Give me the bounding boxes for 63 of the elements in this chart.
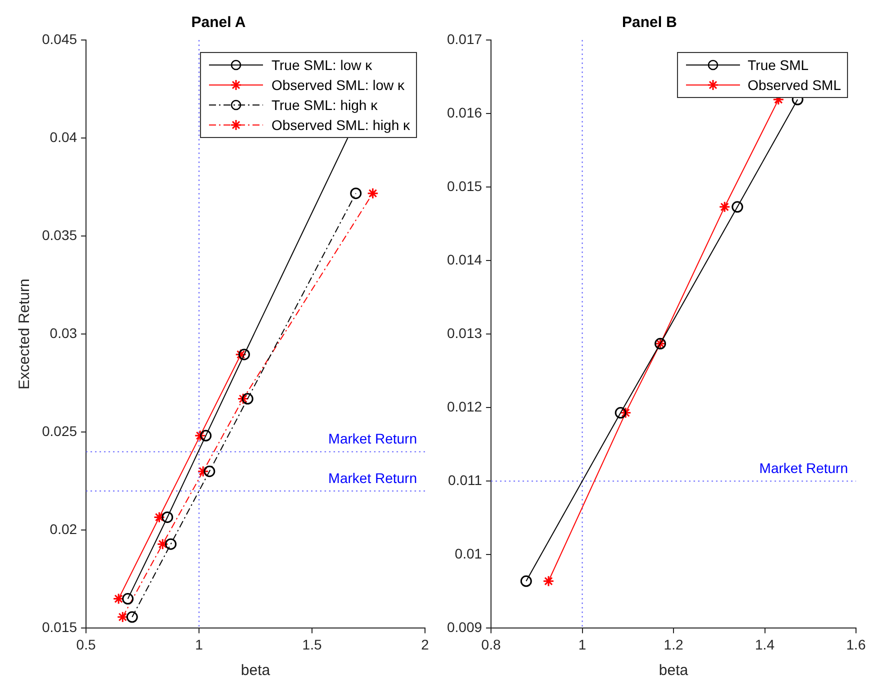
point [620, 407, 632, 419]
point [238, 348, 250, 360]
y-tick-label: 0.025 [42, 422, 78, 439]
y-tick-label: 0.015 [42, 619, 78, 636]
x-axis-title: beta [658, 662, 689, 680]
y-tick-label: 0.015 [446, 178, 482, 194]
chart-title: Panel B [622, 14, 678, 32]
legend-label: Observed SML: low κ [271, 76, 405, 95]
x-tick-label: 1 [578, 636, 586, 652]
point [542, 575, 554, 587]
y-tick-label: 0.02 [50, 521, 78, 538]
point [235, 348, 247, 360]
legend-label: Observed SML [748, 76, 841, 95]
y-tick-label: 0.012 [446, 398, 482, 414]
y-tick-label: 0.016 [446, 104, 482, 120]
point [614, 407, 626, 419]
legend-label: True SML: high κ [271, 96, 378, 115]
y-axis-title: Excected Return [16, 278, 34, 390]
y-tick-label: 0.014 [446, 251, 482, 268]
y-tick-label: 0.013 [446, 324, 482, 341]
x-tick-label: 2 [421, 636, 430, 652]
point [122, 593, 134, 605]
point [156, 538, 168, 550]
y-tick-label: 0.045 [42, 30, 78, 47]
point [116, 611, 128, 623]
point [200, 430, 212, 442]
point [367, 188, 379, 200]
chart-title: Panel A [191, 14, 246, 32]
y-tick-label: 0.011 [448, 472, 482, 488]
x-tick-label: 1.2 [664, 636, 684, 652]
x-tick-label: 0.5 [76, 636, 96, 652]
point [732, 201, 744, 213]
y-tick-label: 0.035 [42, 226, 78, 243]
point [165, 538, 177, 550]
x-tick-label: 1 [195, 636, 204, 652]
legend-label: True SML: low κ [271, 56, 372, 75]
ref-line-label: Market Return [328, 470, 417, 486]
point [112, 593, 124, 605]
legend-label: True SML [748, 56, 809, 75]
legend-label: Observed SML: high κ [271, 116, 410, 135]
x-tick-label: 1.5 [302, 636, 322, 652]
x-tick-label: 1.6 [846, 636, 866, 652]
point [520, 575, 532, 587]
y-tick-label: 0.017 [446, 30, 482, 47]
point [204, 466, 216, 478]
ref-line-label: Market Return [759, 460, 848, 476]
point [350, 188, 362, 200]
point [194, 430, 206, 442]
point [162, 511, 174, 523]
point [718, 201, 730, 213]
point [237, 393, 249, 405]
x-tick-label: 1.4 [755, 636, 775, 652]
y-tick-label: 0.04 [50, 128, 78, 145]
y-tick-label: 0.009 [446, 619, 482, 636]
point [242, 393, 254, 405]
x-axis-title: beta [240, 662, 271, 680]
ref-line-label: Market Return [328, 430, 417, 447]
point [126, 611, 138, 623]
y-tick-label: 0.03 [50, 324, 78, 341]
point [197, 466, 209, 478]
point [154, 511, 165, 523]
y-tick-label: 0.01 [454, 546, 482, 562]
x-tick-label: 0.8 [481, 636, 501, 652]
